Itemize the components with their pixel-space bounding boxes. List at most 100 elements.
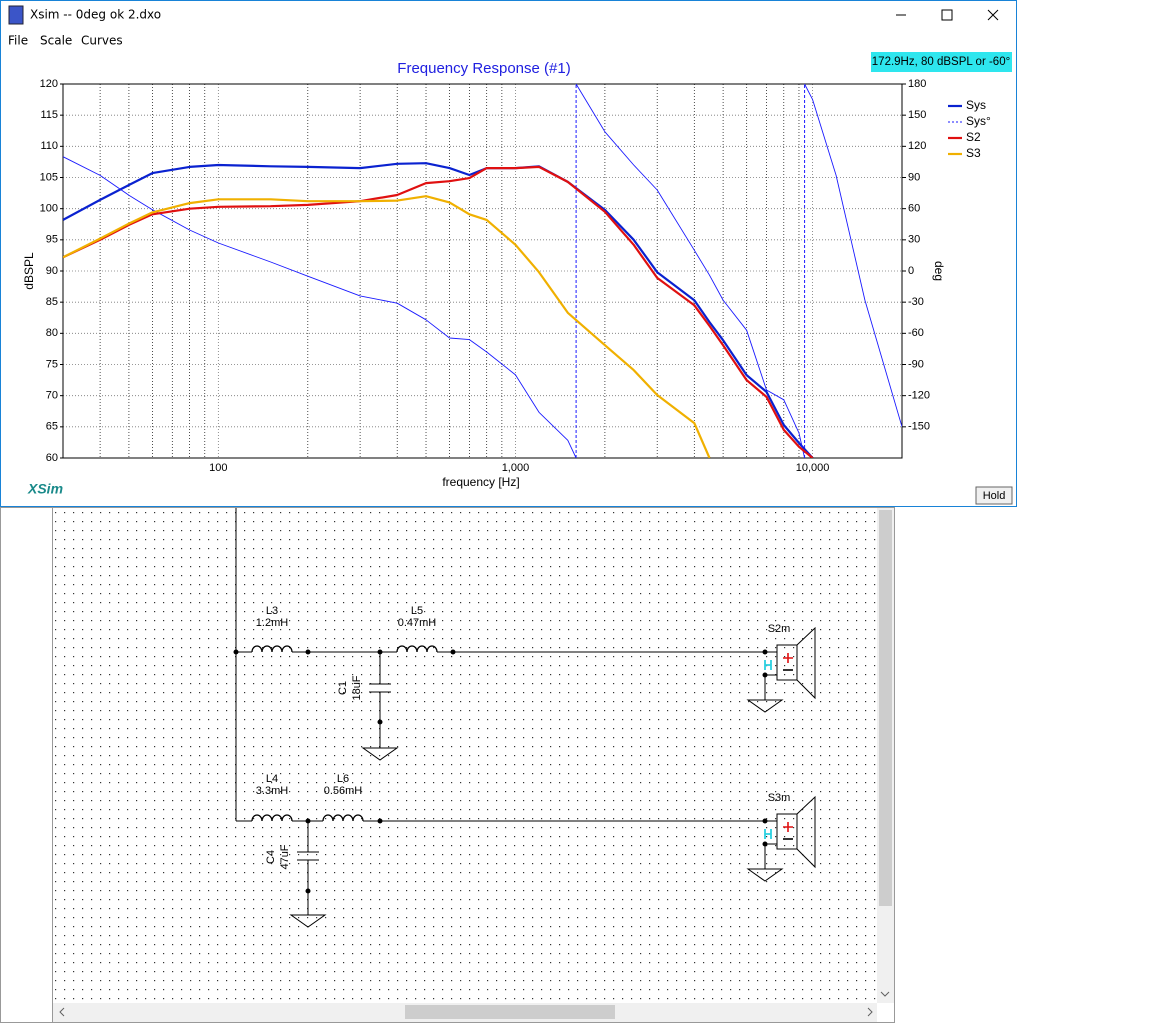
y2-tick-label: 150: [908, 109, 926, 121]
speaker-label: S3m: [768, 792, 791, 804]
cursor-readout: 172.9Hz, 80 dBSPL or -60°: [872, 56, 1010, 68]
logo: XSim: [27, 481, 63, 497]
component-value: 3.3mH: [256, 785, 288, 797]
component-ref: C4: [265, 850, 277, 864]
legend-label: S3: [966, 146, 981, 160]
close-button[interactable]: [987, 9, 999, 21]
cursor-readout-box: [871, 52, 1012, 72]
scroll-arrow[interactable]: [59, 1007, 873, 1017]
ground: [289, 914, 327, 928]
schematic-window: L3 1.2mH L5 0.47mH C1 18uF L4 3.3mH L6 0…: [0, 507, 895, 1023]
ground: [746, 699, 784, 713]
y-tick-label: 65: [46, 421, 58, 433]
menu-item[interactable]: File: [8, 34, 28, 48]
plot-frame: [62, 83, 903, 459]
menu-item[interactable]: Curves: [81, 34, 123, 48]
node: [762, 649, 768, 655]
component-ref: L5: [411, 605, 423, 617]
inductor: [396, 645, 438, 653]
y-tick-label: 90: [46, 265, 58, 277]
y-tick-label: 70: [46, 390, 58, 402]
inductor: [322, 814, 364, 822]
component-value: 0.56mH: [324, 785, 363, 797]
x-tick-label: 100: [209, 462, 227, 474]
y2-tick-label: 90: [908, 171, 920, 183]
y2-tick-label: -30: [908, 296, 924, 308]
component-ref: L6: [337, 773, 349, 785]
y-tick-label: 60: [46, 452, 58, 464]
scroll-arrow[interactable]: [880, 991, 890, 997]
maximize-button[interactable]: [941, 9, 953, 21]
y2-tick-label: 0: [908, 265, 914, 277]
polarity-mark: [764, 829, 772, 839]
window-frame: [0, 0, 1017, 507]
horizontal-scroll-thumb[interactable]: [405, 1005, 615, 1019]
x-tick-label: 1,000: [502, 462, 530, 474]
response-window: Xsim -- 0deg ok 2.dxo File Scale Curves …: [0, 0, 1017, 507]
y2-tick-label: 120: [908, 140, 926, 152]
inductor: [251, 645, 293, 653]
legend-label: Sys°: [966, 114, 991, 128]
x-tick-label: 10,000: [796, 462, 830, 474]
y-tick-label: 100: [40, 203, 58, 215]
y2-tick-label: 60: [908, 203, 920, 215]
legend-label: Sys: [966, 98, 986, 112]
y2-tick-label: 30: [908, 234, 920, 246]
y-tick-label: 80: [46, 327, 58, 339]
y-axis-label: dBSPL: [22, 252, 36, 290]
y-tick-label: 115: [40, 109, 58, 121]
component-value: 18uF: [351, 675, 363, 700]
hold-button[interactable]: Hold: [975, 486, 1013, 505]
series-line: [63, 195, 711, 458]
component-value: 1.2mH: [256, 617, 288, 629]
series-line: [63, 165, 814, 458]
y2-axis-label: deg: [932, 261, 946, 281]
hold-label[interactable]: Hold: [983, 490, 1006, 502]
y2-tick-label: -120: [908, 390, 930, 402]
vertical-scroll-thumb[interactable]: [879, 510, 892, 906]
node: [762, 841, 768, 847]
x-axis-label: frequency [Hz]: [442, 475, 519, 489]
plus-sign: [783, 822, 793, 832]
node: [762, 672, 768, 678]
y-tick-label: 105: [40, 171, 58, 183]
speaker-body: [776, 813, 798, 850]
node: [305, 649, 311, 655]
y2-tick-label: 180: [908, 78, 926, 90]
node: [377, 719, 383, 725]
y2-tick-label: -90: [908, 358, 924, 370]
y-tick-label: 75: [46, 358, 58, 370]
inductor: [251, 814, 293, 822]
y-tick-label: 95: [46, 234, 58, 246]
component-ref: L3: [266, 605, 278, 617]
ground: [361, 747, 399, 761]
speaker-body: [776, 644, 798, 681]
legend-label: S2: [966, 130, 981, 144]
window-title: Xsim -- 0deg ok 2.dxo: [30, 8, 161, 22]
plot: 100 1,000 10,000 60 65 70 75 80 85 90 95 100 105 110 1…: [40, 78, 991, 474]
y2-tick-label: -60: [908, 327, 924, 339]
node: [305, 888, 311, 894]
node: [762, 818, 768, 824]
component-ref: C1: [337, 681, 349, 695]
app-icon: [8, 5, 24, 25]
menu-item[interactable]: Scale: [40, 34, 72, 48]
component-value: 47uF: [279, 844, 291, 869]
y2-tick-label: -150: [908, 421, 930, 433]
chart-title: Frequency Response (#1): [397, 60, 570, 77]
grid-dots: [53, 508, 877, 1003]
component-value: 0.47mH: [398, 617, 437, 629]
series-line: [63, 84, 902, 458]
speaker-cone: [796, 795, 816, 869]
node: [233, 649, 239, 655]
ground: [746, 868, 784, 882]
speaker-cone: [796, 626, 816, 700]
component-ref: L4: [266, 773, 278, 785]
speaker-label: S2m: [768, 623, 791, 635]
plus-sign: [783, 653, 793, 663]
y-tick-label: 110: [40, 140, 58, 152]
polarity-mark: [764, 660, 772, 670]
y-tick-label: 120: [40, 78, 58, 90]
